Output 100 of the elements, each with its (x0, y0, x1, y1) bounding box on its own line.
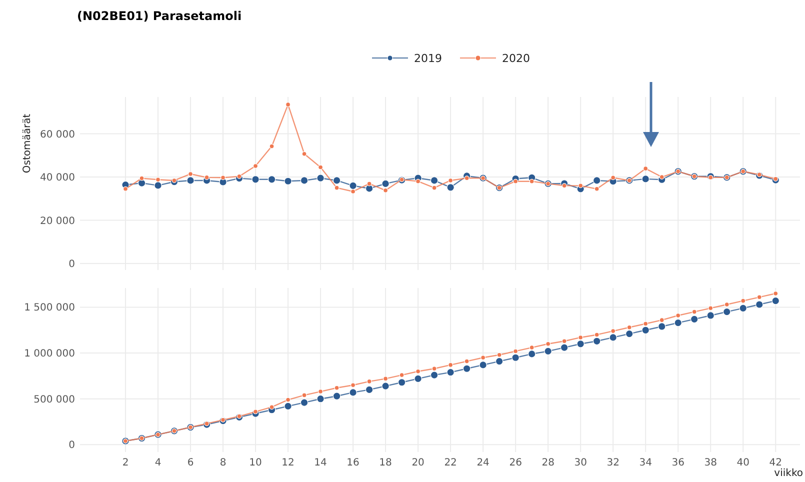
point (334, 385, 340, 390)
point (642, 175, 650, 183)
point (594, 332, 600, 338)
point (269, 144, 274, 149)
point (302, 151, 307, 156)
point (286, 397, 291, 402)
point (220, 417, 226, 422)
point (642, 326, 650, 334)
point (643, 321, 648, 326)
point (432, 366, 437, 372)
legend-label: 2019 (414, 52, 442, 65)
x-tick-label: 2 (122, 458, 129, 468)
point (284, 402, 292, 410)
point (186, 176, 194, 184)
point (513, 348, 518, 354)
point (609, 334, 617, 342)
x-tick-label: 34 (639, 458, 652, 468)
point (318, 389, 324, 394)
point (316, 174, 324, 182)
point (236, 174, 242, 179)
point (446, 368, 454, 376)
point (123, 186, 128, 192)
point (448, 362, 454, 368)
point (350, 189, 356, 194)
point (399, 372, 404, 378)
y-axis-title: Ostomäärät (22, 114, 33, 174)
point (674, 318, 682, 327)
point (286, 102, 291, 108)
point (659, 318, 664, 323)
point (659, 174, 664, 180)
point (416, 368, 421, 374)
point (756, 294, 762, 300)
point (592, 176, 601, 184)
point (560, 344, 568, 352)
point (496, 352, 502, 358)
point (562, 338, 567, 344)
point (739, 304, 748, 312)
point (690, 315, 698, 324)
point (708, 306, 714, 311)
point (365, 184, 374, 192)
point (740, 298, 746, 304)
point (398, 378, 406, 386)
point (513, 178, 518, 184)
point (365, 386, 374, 394)
point (302, 392, 307, 398)
y-tick-label: 20 000 (40, 216, 75, 227)
x-tick-label: 38 (704, 458, 717, 468)
point (284, 177, 292, 186)
point (528, 350, 536, 358)
y-tick-label: 0 (68, 259, 75, 270)
point (332, 176, 341, 184)
point (349, 388, 357, 396)
point (430, 176, 438, 184)
point (448, 178, 454, 183)
point (546, 341, 551, 346)
y-tick-label: 1 500 000 (24, 302, 75, 314)
x-tick-label: 10 (249, 458, 262, 468)
point (576, 340, 584, 348)
x-tick-label: 4 (154, 458, 162, 468)
point (268, 175, 276, 184)
point (349, 182, 357, 190)
point (562, 183, 567, 188)
legend-label: 2020 (502, 52, 530, 65)
point (154, 182, 162, 190)
point (755, 300, 764, 308)
y-tick-label: 60 000 (40, 129, 75, 140)
point (625, 330, 634, 338)
point (772, 296, 780, 305)
point (383, 376, 388, 382)
point (706, 312, 715, 320)
point (446, 183, 454, 192)
point (332, 392, 341, 400)
point (462, 364, 471, 373)
x-tick-label: 40 (736, 458, 750, 468)
point (300, 398, 308, 406)
point (366, 181, 372, 186)
point (529, 178, 534, 184)
point (188, 171, 194, 176)
point (366, 378, 372, 384)
point (529, 345, 534, 350)
point (269, 404, 274, 410)
point (414, 374, 422, 383)
point (464, 176, 470, 181)
y-tick-label: 1 000 000 (24, 348, 75, 360)
point (676, 312, 681, 318)
point (724, 302, 730, 307)
point (139, 176, 144, 181)
point (253, 163, 258, 168)
point (300, 176, 308, 184)
point (382, 180, 390, 188)
point (334, 185, 340, 190)
point (578, 334, 584, 340)
x-axis-title: viikko (774, 468, 803, 479)
point (316, 394, 324, 403)
point (383, 188, 388, 193)
point (658, 322, 666, 330)
point (610, 328, 616, 334)
x-tick-label: 26 (509, 458, 522, 468)
point (610, 175, 616, 180)
point (773, 176, 778, 182)
